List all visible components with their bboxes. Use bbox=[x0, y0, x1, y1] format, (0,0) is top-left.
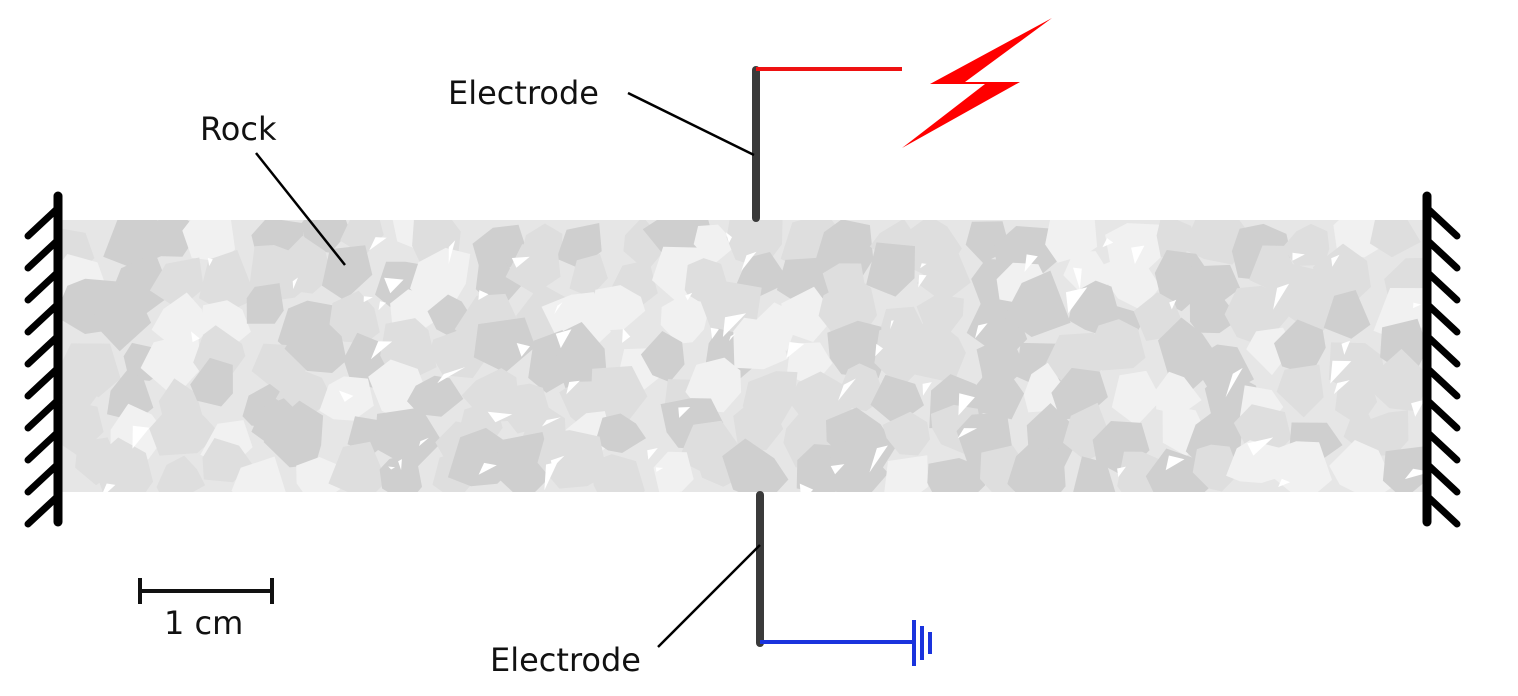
ground-symbol-icon bbox=[914, 620, 930, 666]
bottom-electrode bbox=[760, 495, 930, 666]
scale-label: 1 cm bbox=[164, 604, 243, 642]
rock-grain bbox=[927, 458, 985, 507]
bottom-electrode-label: Electrode bbox=[490, 641, 641, 679]
top-electrode-leader bbox=[628, 93, 754, 155]
scale-bar bbox=[140, 578, 272, 604]
top-electrode bbox=[756, 18, 1052, 218]
rock-specimen bbox=[45, 202, 1437, 513]
left-fixed-wall-icon bbox=[28, 196, 58, 524]
lightning-bolt-icon bbox=[902, 18, 1052, 148]
rock-grain bbox=[884, 455, 928, 501]
rock-label: Rock bbox=[200, 110, 277, 148]
top-electrode-label: Electrode bbox=[448, 74, 599, 112]
bottom-electrode-leader bbox=[658, 545, 760, 647]
right-fixed-wall-icon bbox=[1427, 196, 1457, 524]
